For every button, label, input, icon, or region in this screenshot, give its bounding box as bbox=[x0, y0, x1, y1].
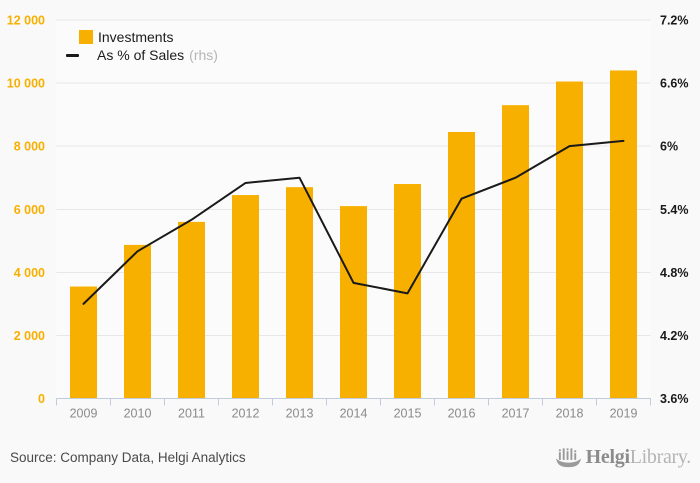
right-axis-label: 6% bbox=[660, 140, 678, 154]
x-axis-label-2015: 2015 bbox=[394, 407, 422, 421]
left-axis-label: 2 000 bbox=[14, 329, 45, 343]
pct-line-swatch-icon bbox=[66, 53, 79, 57]
right-axis-label: 5.4% bbox=[660, 203, 689, 217]
x-axis-label-2009: 2009 bbox=[70, 407, 98, 421]
helgi-library-logo: Helgi Library. bbox=[555, 446, 692, 469]
legend-row-pct-of-sales: As % of Sales (rhs) bbox=[66, 46, 218, 64]
left-axis-label: 12 000 bbox=[7, 14, 45, 28]
left-axis-label: 0 bbox=[38, 392, 45, 406]
x-axis-label-2012: 2012 bbox=[232, 407, 260, 421]
right-axis-label: 6.6% bbox=[660, 77, 689, 91]
right-axis-label: 4.2% bbox=[660, 329, 689, 343]
x-axis-label-2018: 2018 bbox=[556, 407, 584, 421]
source-attribution: Source: Company Data, Helgi Analytics bbox=[10, 450, 246, 465]
left-axis-label: 8 000 bbox=[14, 140, 45, 154]
bar-2011 bbox=[178, 221, 205, 399]
chart-area: 0 2 000 4 000 6 000 8 000 10 000 12 000 3.6% 4.2… bbox=[7, 14, 689, 421]
x-axis-label-2011: 2011 bbox=[178, 407, 205, 421]
right-axis-label: 7.2% bbox=[660, 14, 689, 28]
x-axis-label-2016: 2016 bbox=[448, 407, 476, 421]
right-axis-label: 3.6% bbox=[660, 392, 689, 406]
brand-name-helgi: Helgi bbox=[585, 446, 630, 468]
x-axis-label-2010: 2010 bbox=[124, 407, 152, 421]
investments-bar-line-chart: 0 2 000 4 000 6 000 8 000 10 000 12 000 3.6% 4.2… bbox=[7, 14, 689, 421]
bar-2017 bbox=[502, 105, 529, 399]
left-axis-label: 6 000 bbox=[14, 203, 45, 217]
bar-2009 bbox=[70, 286, 97, 399]
investments-swatch-icon bbox=[79, 30, 93, 44]
helgi-ship-icon bbox=[555, 448, 581, 468]
bar-2013 bbox=[286, 187, 313, 399]
right-axis-label: 4.8% bbox=[660, 266, 689, 280]
left-axis-label: 10 000 bbox=[7, 77, 45, 91]
legend-pct-of-sales-label: As % of Sales bbox=[97, 47, 185, 63]
legend-investments-label: Investments bbox=[98, 29, 174, 45]
bar-2018 bbox=[556, 81, 583, 399]
bar-2010 bbox=[124, 244, 151, 399]
legend-rhs-note: (rhs) bbox=[189, 47, 218, 63]
x-axis-label-2013: 2013 bbox=[286, 407, 314, 421]
x-axis-label-2017: 2017 bbox=[502, 407, 530, 421]
bar-2016 bbox=[448, 131, 475, 399]
chart-legend: Investments As % of Sales (rhs) bbox=[66, 28, 218, 64]
bar-2014 bbox=[340, 206, 367, 399]
bar-2012 bbox=[232, 195, 259, 399]
x-axis-label-2014: 2014 bbox=[340, 407, 368, 421]
legend-row-investments: Investments bbox=[66, 28, 218, 46]
chart-footer: Source: Company Data, Helgi Analytics He… bbox=[0, 435, 700, 483]
bar-2019 bbox=[610, 70, 637, 399]
pct-of-sales-line bbox=[82, 139, 625, 305]
x-axis-label-2019: 2019 bbox=[610, 407, 638, 421]
left-axis-label: 4 000 bbox=[14, 266, 45, 280]
brand-name-library: Library. bbox=[629, 446, 692, 468]
